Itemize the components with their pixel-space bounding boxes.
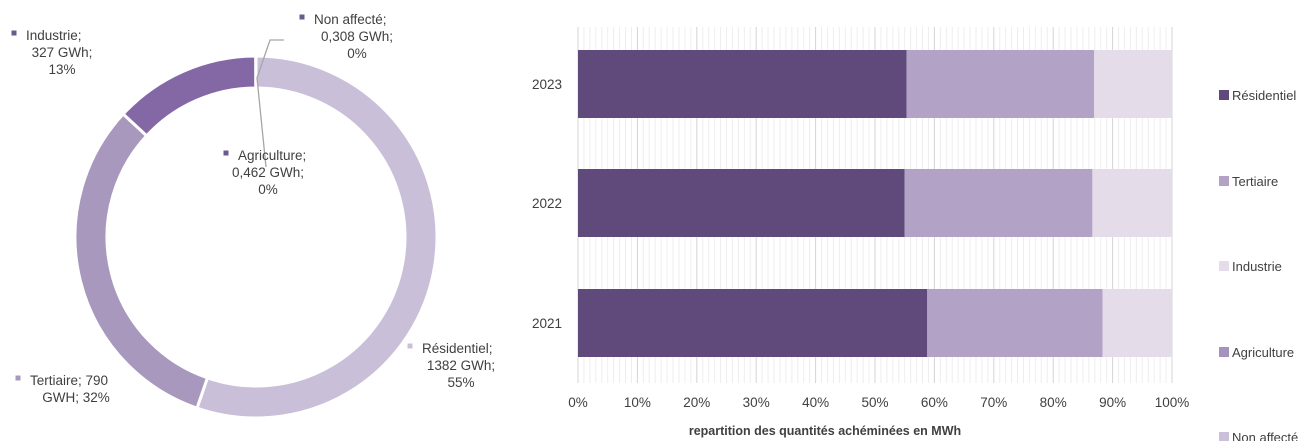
data-label-residentiel: 1382 GWh; [427,358,495,373]
bar-segment-tertiaire-2021 [927,289,1103,357]
data-label-industrie: Industrie; [26,28,82,43]
bar-segment-residentiel-2022 [578,169,905,237]
x-tick-label: 90% [1099,395,1126,410]
data-label-agriculture: 0,462 GWh; [232,165,304,180]
label-marker-tertiaire [15,375,21,381]
label-marker-residentiel [407,343,413,349]
data-label-residentiel: 55% [447,375,474,390]
data-label-tertiaire: GWH; 32% [42,390,110,405]
legend-swatch-agriculture [1219,347,1229,357]
donut-slice-industrie [121,54,258,138]
data-label-tertiaire: Tertiaire; 790 [30,373,108,388]
label-marker-agriculture [223,150,229,156]
leader-line-non-affecte [256,39,284,168]
data-label-non_affecte: 0% [347,46,367,61]
donut-slice-tertiaire [73,111,210,411]
legend-label-agriculture: Agriculture [1232,345,1294,360]
bar-segment-tertiaire-2023 [906,50,1095,118]
x-tick-label: 70% [980,395,1007,410]
y-tick-label: 2021 [532,316,562,331]
data-label-industrie: 327 GWh; [32,45,93,60]
legend-label-industrie: Industrie [1232,259,1282,274]
x-tick-label: 40% [802,395,829,410]
legend-swatch-industrie [1219,261,1229,271]
donut-slice-residentiel [195,54,439,420]
x-tick-label: 20% [683,395,710,410]
data-label-non_affecte: Non affecté; [314,12,387,27]
bar-segment-tertiaire-2022 [904,169,1093,237]
legend-swatch-residentiel [1219,90,1229,100]
data-label-non_affecte: 0,308 GWh; [321,29,393,44]
data-label-residentiel: Résidentiel; [422,341,493,356]
label-marker-non_affecte [299,14,305,20]
y-tick-label: 2023 [532,77,562,92]
bar-segment-industrie-2022 [1092,169,1172,237]
data-label-agriculture: Agriculture; [238,148,306,163]
legend-label-tertiaire: Tertiaire [1232,174,1278,189]
x-axis-label: repartition des quantités achéminées en … [689,424,961,438]
x-tick-label: 30% [743,395,770,410]
y-tick-label: 2022 [532,196,562,211]
data-label-industrie: 13% [48,62,75,77]
x-tick-label: 60% [921,395,948,410]
legend-label-non_affecte: Non affecté [1232,430,1298,441]
data-label-agriculture: 0% [258,182,278,197]
x-tick-label: 0% [568,395,588,410]
label-marker-industrie [11,30,17,36]
bar-segment-residentiel-2023 [578,50,907,118]
x-tick-label: 100% [1155,395,1190,410]
bar-segment-industrie-2023 [1094,50,1172,118]
legend-label-residentiel: Résidentiel [1232,88,1296,103]
legend-swatch-non_affecte [1219,432,1229,441]
bar-segment-residentiel-2021 [578,289,928,357]
donut-chart: Résidentiel; 1382 GWh; 55% Tertiaire; 790 GW… [11,12,495,420]
bar-segment-industrie-2021 [1102,289,1172,357]
legend-swatch-tertiaire [1219,176,1229,186]
stacked-bar-chart: 2023 2022 2021 0% 10% 20% 30% 40% 50% 60% 70% 80% 90… [532,27,1298,441]
x-tick-label: 80% [1040,395,1067,410]
x-tick-label: 50% [861,395,888,410]
x-tick-label: 10% [624,395,651,410]
